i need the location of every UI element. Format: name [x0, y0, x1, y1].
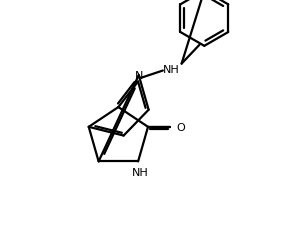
Text: NH: NH	[132, 168, 148, 178]
Text: NH: NH	[163, 64, 180, 74]
Text: O: O	[176, 122, 185, 132]
Text: N: N	[135, 71, 143, 81]
